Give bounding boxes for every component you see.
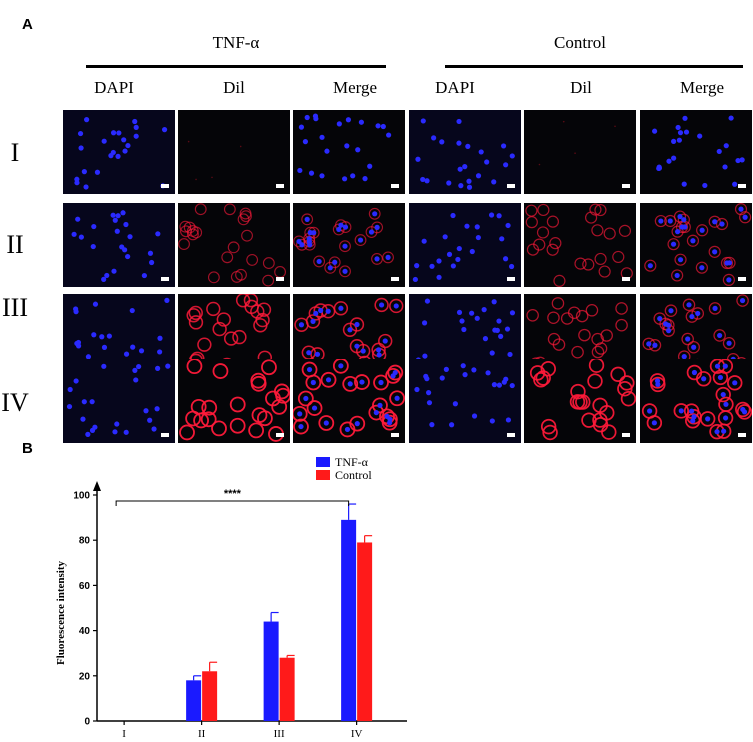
group-title-control: Control [554, 33, 606, 52]
x-tick-label: I [122, 728, 126, 740]
scale-bar [622, 433, 630, 437]
legend-swatch [316, 457, 330, 467]
scale-bar [276, 184, 284, 188]
micrograph-tile [293, 110, 405, 194]
x-tick-label: II [198, 728, 206, 740]
bar [341, 519, 357, 721]
scale-bar [507, 277, 515, 281]
scale-bar [507, 184, 515, 188]
y-tick-label: 80 [79, 536, 91, 547]
micrograph-tile [640, 203, 752, 287]
col-label-tnf-dil: Dil [223, 78, 245, 97]
scale-bar [161, 184, 169, 188]
scale-bar [391, 433, 399, 437]
significance-bracket [115, 500, 350, 506]
micrograph-tile [640, 110, 752, 194]
y-tick-label: 40 [79, 626, 91, 637]
micrograph-tile [524, 203, 636, 287]
group-line-tnf [86, 65, 386, 68]
y-tick-label: 60 [79, 581, 91, 592]
group-title-tnf: TNF-α [212, 33, 260, 52]
row-label-i: I [10, 138, 20, 167]
micrograph-tile [293, 359, 405, 443]
scale-bar [161, 277, 169, 281]
x-tick-label: IV [351, 728, 363, 740]
x-tick-label: III [274, 728, 285, 740]
bar [263, 621, 279, 721]
row-label-iii: III [2, 293, 28, 322]
scale-bar [276, 277, 284, 281]
scale-bar [276, 433, 284, 437]
legend-swatch [316, 470, 330, 480]
col-label-control-merge: Merge [679, 78, 725, 97]
scale-bar [738, 433, 746, 437]
y-axis-label: Fluorescence intensity [55, 561, 67, 665]
micrograph-tile [409, 359, 521, 443]
row-label-iv: IV [1, 388, 29, 417]
bar [357, 542, 373, 721]
bar [202, 671, 218, 721]
col-label-control-dil: Dil [570, 78, 592, 97]
legend-label: TNF-α [335, 455, 369, 469]
y-tick-label: 20 [79, 671, 91, 682]
micrograph-tile [63, 359, 175, 443]
scale-bar [161, 433, 169, 437]
scale-bar [738, 184, 746, 188]
scale-bar [622, 184, 630, 188]
legend-label: Control [335, 468, 372, 482]
micrograph-tile [63, 110, 175, 194]
micrograph-tile [178, 203, 290, 287]
bar [186, 680, 202, 721]
micrograph-tile [63, 203, 175, 287]
panel-b-letter: B [22, 440, 33, 457]
significance-label: **** [224, 488, 242, 500]
col-label-tnf-dapi: DAPI [94, 78, 134, 97]
scale-bar [391, 184, 399, 188]
micrograph-tile [178, 110, 290, 194]
scale-bar [391, 277, 399, 281]
scale-bar [738, 277, 746, 281]
micrograph-tile [293, 203, 405, 287]
bar [279, 657, 295, 721]
micrograph-tile [524, 110, 636, 194]
micrograph-tile [178, 359, 290, 443]
scale-bar [507, 433, 515, 437]
col-label-control-dapi: DAPI [435, 78, 475, 97]
scale-bar [622, 277, 630, 281]
micrograph-tile [409, 203, 521, 287]
y-tick-label: 0 [84, 717, 90, 728]
y-tick-label: 100 [73, 491, 90, 502]
y-axis-arrow [93, 481, 101, 491]
micrograph-tile [524, 359, 636, 443]
micrograph-tile [640, 359, 752, 443]
col-label-tnf-merge: Merge [332, 78, 378, 97]
group-line-control [445, 65, 743, 68]
panel-a-letter: A [22, 16, 33, 33]
micrograph-tile [409, 110, 521, 194]
row-label-ii: II [6, 230, 24, 259]
